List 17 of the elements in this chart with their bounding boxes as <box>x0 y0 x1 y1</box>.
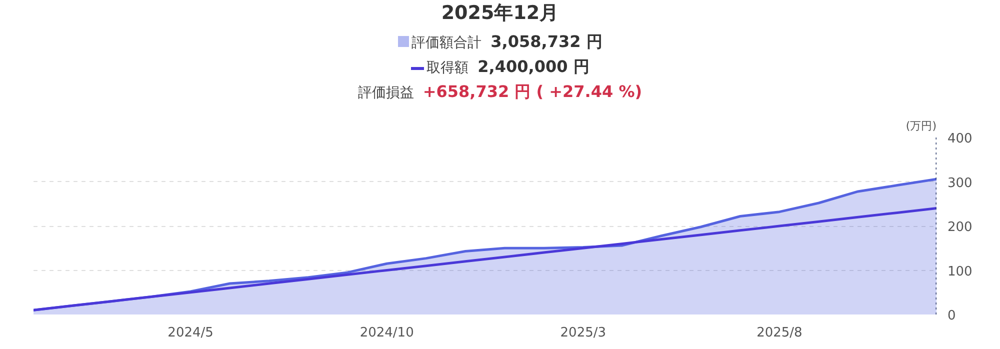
text: 2,400,000 円 <box>478 56 590 76</box>
y-axis-title: (万円) <box>906 120 937 132</box>
text: 3,058,732 円 <box>490 32 602 52</box>
text: 評価損益 <box>358 84 414 101</box>
y-tick-label: 300 <box>948 176 972 191</box>
x-tick-label: 2024/10 <box>360 326 414 340</box>
y-tick-label: 100 <box>948 264 972 280</box>
y-tick-label: 0 <box>948 308 956 324</box>
legend-label: 取得額 <box>426 60 469 76</box>
x-tick-label: 2025/8 <box>756 326 802 340</box>
text: +658,732 円 ( +27.44 %) <box>422 82 642 101</box>
chart-title: 2025年12月 <box>440 1 560 26</box>
x-tick-label: 2025/3 <box>560 326 606 340</box>
y-tick-label: 200 <box>948 220 972 235</box>
legend-label: 評価額合計 <box>412 35 482 52</box>
y-tick-label: 400 <box>948 132 972 146</box>
x-tick-label: 2024/5 <box>168 326 214 340</box>
